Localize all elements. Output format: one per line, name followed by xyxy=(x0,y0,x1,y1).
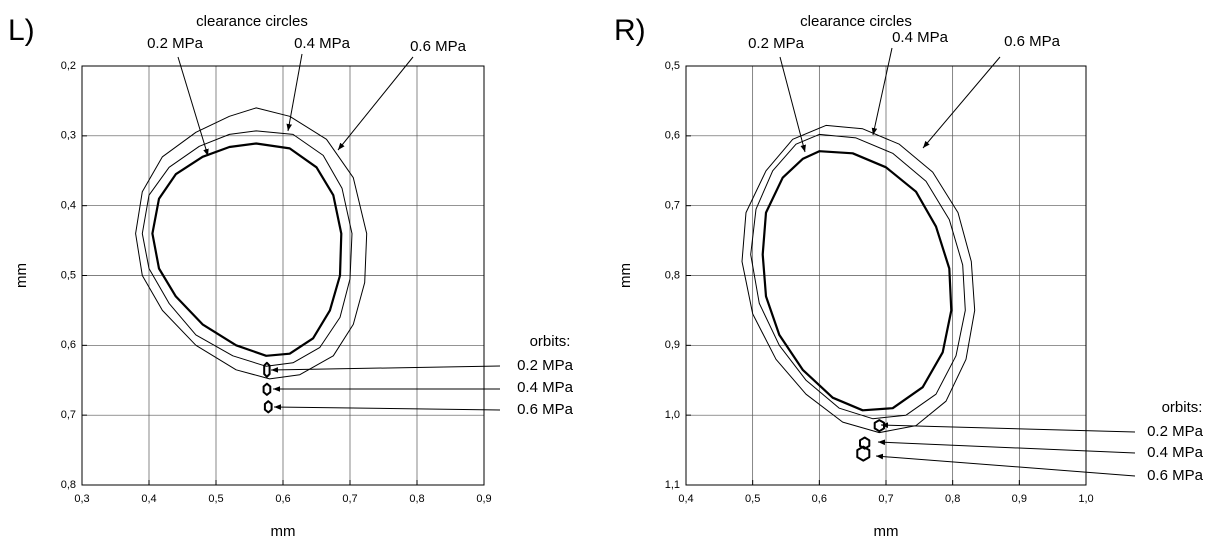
orbits-label: orbits: xyxy=(530,333,571,350)
series-name: 0.6 MPa xyxy=(410,38,467,55)
orbits-curve xyxy=(856,445,871,462)
arrow xyxy=(270,365,501,373)
y-tick-label: 0,5 xyxy=(665,60,680,72)
series-name: 0.4 MPa xyxy=(517,379,574,396)
y-axis-label: mm xyxy=(13,263,30,288)
x-axis-label: mm xyxy=(874,523,899,540)
series-name: 0.2 MPa xyxy=(1147,423,1204,440)
orbits-curve xyxy=(262,382,272,396)
x-tick-label: 1,0 xyxy=(1078,493,1093,505)
arrow xyxy=(871,47,893,136)
y-tick-label: 0,2 xyxy=(61,60,76,72)
x-tick-label: 0,6 xyxy=(812,493,827,505)
x-tick-label: 0,4 xyxy=(141,493,156,505)
series-name: 0.2 MPa xyxy=(147,35,204,52)
clearance-circles-curve xyxy=(750,133,966,420)
x-tick-label: 0,9 xyxy=(1012,493,1027,505)
orbits-label: orbits: xyxy=(1162,399,1203,416)
orbits-curve xyxy=(263,400,273,414)
arrow xyxy=(875,453,1136,477)
orbits-curve xyxy=(859,436,871,450)
clearance_circles-label: clearance circles xyxy=(800,13,912,30)
panel-label: L) xyxy=(8,14,35,47)
arrow xyxy=(877,439,1136,454)
y-tick-label: 0,7 xyxy=(665,200,680,212)
x-tick-label: 0,7 xyxy=(342,493,357,505)
x-tick-label: 0,5 xyxy=(745,493,760,505)
plot-frame xyxy=(81,65,485,486)
y-tick-label: 0,6 xyxy=(665,130,680,142)
x-tick-label: 0,8 xyxy=(945,493,960,505)
arrow xyxy=(779,56,806,153)
arrow xyxy=(286,53,303,132)
y-axis-label: mm xyxy=(617,263,634,288)
x-tick-label: 0,3 xyxy=(74,493,89,505)
series-name: 0.2 MPa xyxy=(517,357,574,374)
y-tick-label: 0,8 xyxy=(665,269,680,281)
x-tick-label: 0,9 xyxy=(476,493,491,505)
arrow xyxy=(273,404,501,411)
x-axis-label: mm xyxy=(271,523,296,540)
orbits-curve xyxy=(873,419,885,433)
y-tick-label: 0,4 xyxy=(61,200,76,212)
y-tick-label: 1,0 xyxy=(665,409,680,421)
arrow xyxy=(177,56,209,157)
plot-frame xyxy=(685,65,1087,486)
x-tick-label: 0,5 xyxy=(208,493,223,505)
clearance-circles-curve xyxy=(761,150,953,412)
x-tick-label: 0,6 xyxy=(275,493,290,505)
clearance-circles-curve xyxy=(135,107,368,380)
series-name: 0.2 MPa xyxy=(748,35,805,52)
panel-label: R) xyxy=(614,14,646,47)
y-tick-label: 1,1 xyxy=(665,479,680,491)
series-name: 0.4 MPa xyxy=(1147,444,1204,461)
y-tick-label: 0,8 xyxy=(61,479,76,491)
clearance_circles-label: clearance circles xyxy=(196,13,308,30)
arrow xyxy=(922,56,1001,149)
series-name: 0.6 MPa xyxy=(517,401,574,418)
y-tick-label: 0,7 xyxy=(61,409,76,421)
clearance-circles-curve xyxy=(741,124,976,434)
orbits-curve xyxy=(263,361,271,378)
arrow xyxy=(337,56,414,151)
y-tick-label: 0,5 xyxy=(61,269,76,281)
clearance-circles-curve xyxy=(141,130,353,367)
series-name: 0.6 MPa xyxy=(1004,33,1061,50)
y-tick-label: 0,9 xyxy=(665,339,680,351)
chart-panel: 0,4 0,5 0,6 0,7 0,8 0,9 1,0 0,5 0,6 0,7 0,8 0,9 1,0 1… xyxy=(614,13,1204,540)
series-name: 0.6 MPa xyxy=(1147,467,1204,484)
x-tick-label: 0,7 xyxy=(878,493,893,505)
arrow xyxy=(880,422,1136,433)
series-name: 0.4 MPa xyxy=(892,29,949,46)
chart-panel: 0,3 0,4 0,5 0,6 0,7 0,8 0,9 0,2 0,3 0,4 0,5 0,6 0,7 0… xyxy=(8,13,574,540)
clearance-circles-curve xyxy=(151,142,343,357)
series-name: 0.4 MPa xyxy=(294,35,351,52)
x-tick-label: 0,4 xyxy=(678,493,693,505)
y-tick-label: 0,3 xyxy=(61,130,76,142)
y-tick-label: 0,6 xyxy=(61,339,76,351)
x-tick-label: 0,8 xyxy=(409,493,424,505)
